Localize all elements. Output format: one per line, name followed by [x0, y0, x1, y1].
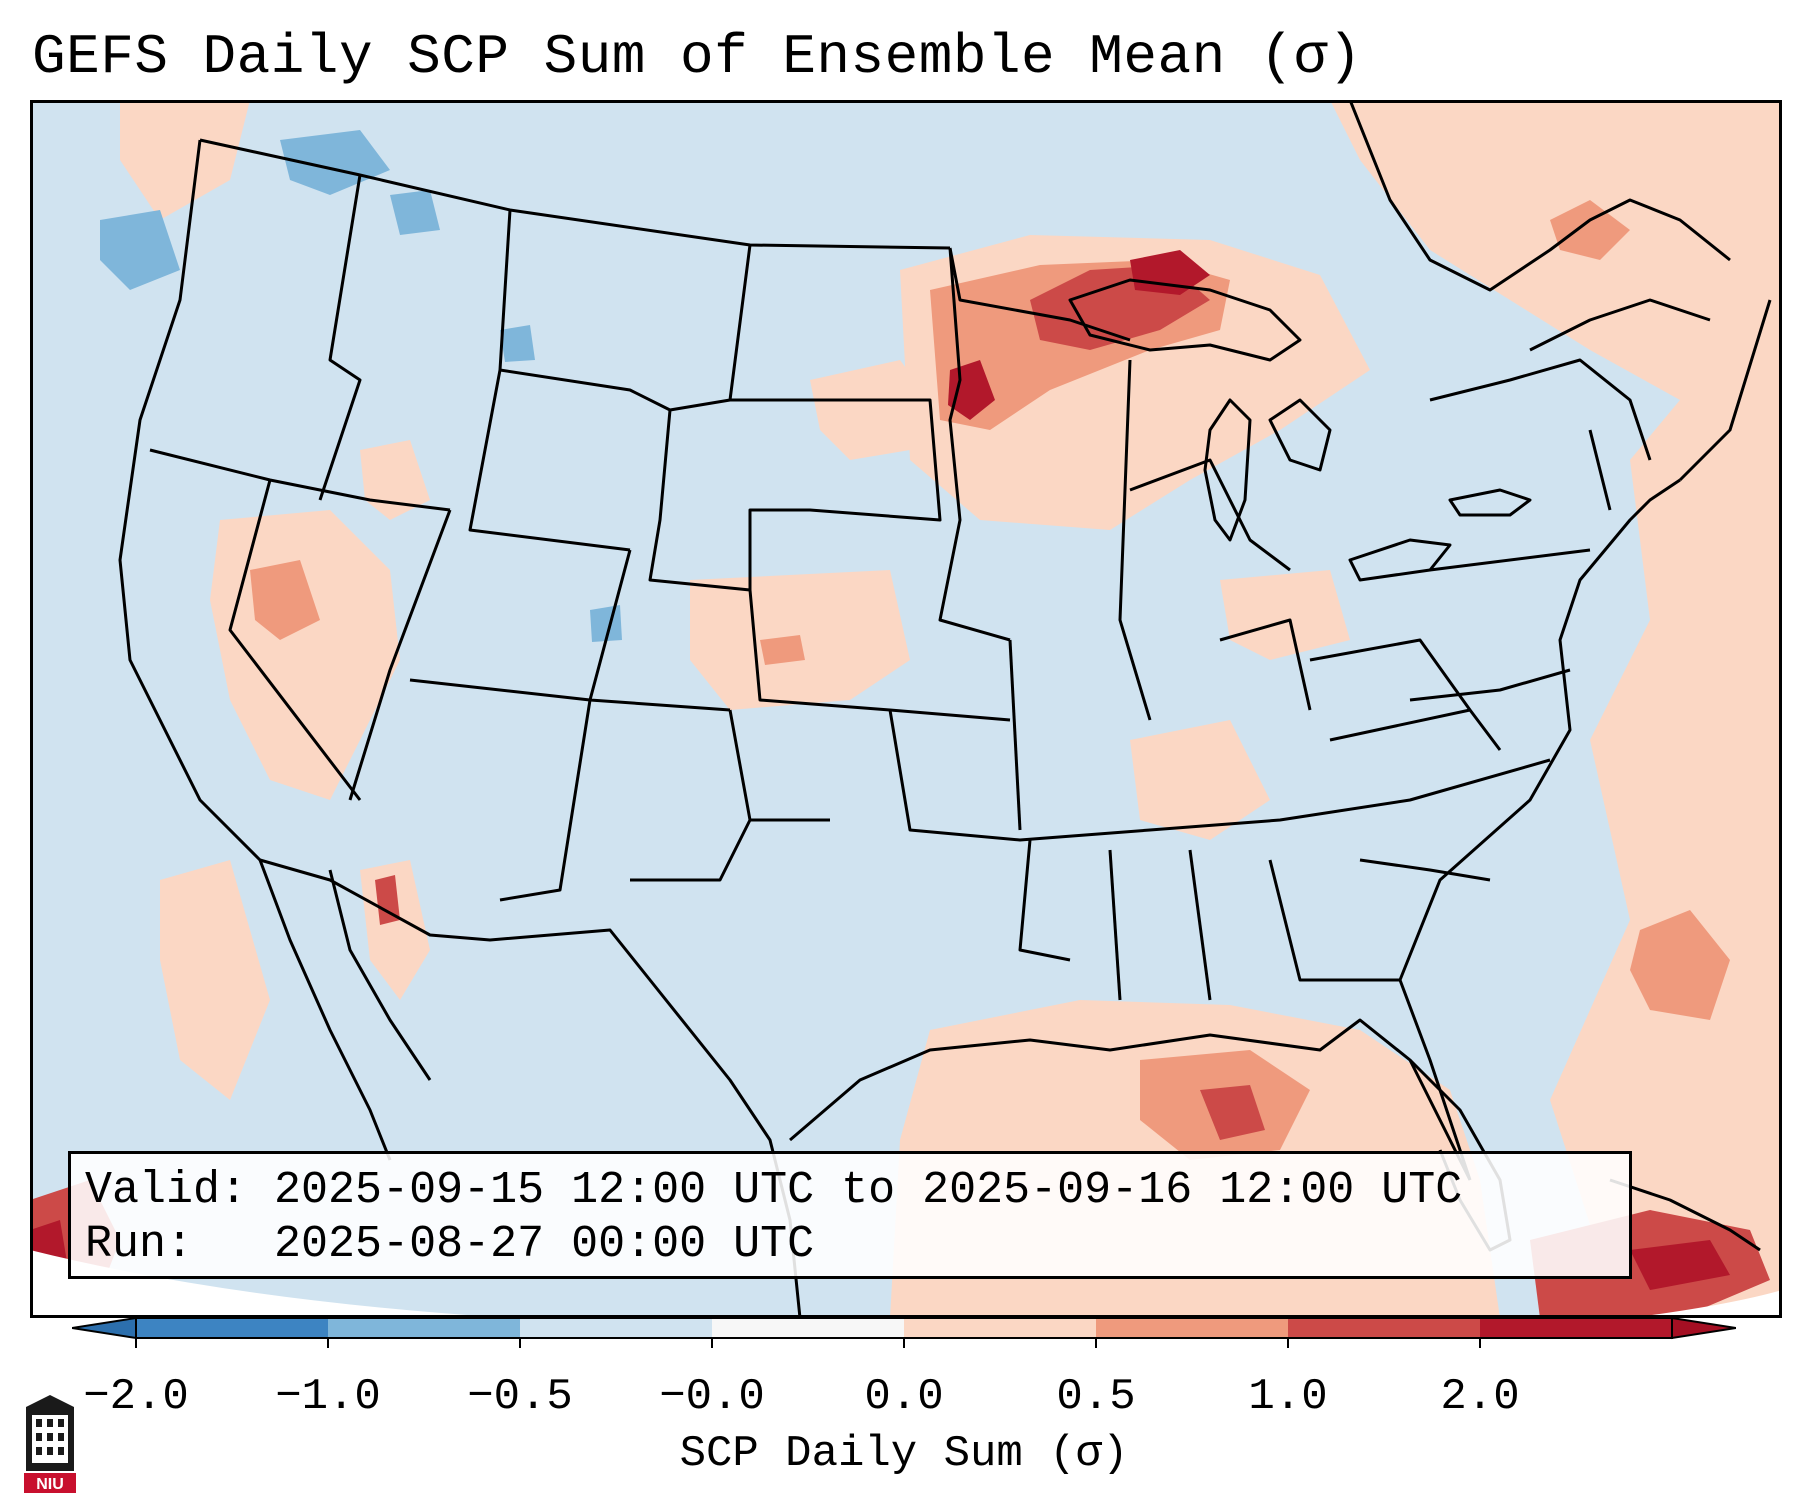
anomaly-plains [690, 570, 1350, 840]
colorbar-segment [328, 1318, 521, 1338]
logo-text: NIU [36, 1476, 64, 1493]
colorbar-extend-high [1671, 1318, 1736, 1340]
colorbar-tick-label: 0.0 [864, 1372, 944, 1422]
anomaly-northeast [1330, 100, 1782, 1318]
colorbar-tick-label: 1.0 [1248, 1372, 1328, 1422]
valid-line: Valid: 2025-09-15 12:00 UTC to 2025-09-1… [85, 1164, 1462, 1218]
colorbar-segment [1480, 1318, 1673, 1338]
anomaly-negative [100, 130, 622, 642]
valid-info-box: Valid: 2025-09-15 12:00 UTC to 2025-09-1… [68, 1151, 1632, 1279]
anomaly-upper-midwest [810, 235, 1370, 530]
colorbar-segment [712, 1318, 905, 1338]
colorbar-segment [904, 1318, 1097, 1338]
valid-value: 2025-09-15 12:00 UTC to 2025-09-16 12:00… [274, 1165, 1463, 1216]
colorbar-extend-low [72, 1318, 137, 1340]
anomaly-map [30, 100, 1782, 1318]
colorbar-tick-label: 0.5 [1056, 1372, 1136, 1422]
chart-title: GEFS Daily SCP Sum of Ensemble Mean (σ) [32, 25, 1363, 89]
colorbar-tick-label: 2.0 [1440, 1372, 1520, 1422]
niu-logo-icon: NIU [24, 1395, 76, 1493]
colorbar-segment [1096, 1318, 1289, 1338]
run-label: Run: [85, 1219, 194, 1270]
colorbar-tick-label: −0.5 [467, 1372, 573, 1422]
colorbar-tick-label: −1.0 [275, 1372, 381, 1422]
valid-label: Valid: [85, 1165, 248, 1216]
anomaly-west [30, 100, 430, 1318]
colorbar-label: SCP Daily Sum (σ) [679, 1429, 1129, 1479]
colorbar-tick-label: −2.0 [83, 1372, 189, 1422]
colorbar-segment [1288, 1318, 1481, 1338]
colorbar-tick-label: −0.0 [659, 1372, 765, 1422]
projection-edge [30, 1250, 510, 1318]
run-line: Run: 2025-08-27 00:00 UTC [85, 1218, 814, 1272]
run-value: 2025-08-27 00:00 UTC [274, 1219, 815, 1270]
projection-edge-right [1630, 1290, 1782, 1318]
colorbar-segment [136, 1318, 329, 1338]
colorbar [72, 1318, 1736, 1348]
colorbar-segment [520, 1318, 713, 1338]
